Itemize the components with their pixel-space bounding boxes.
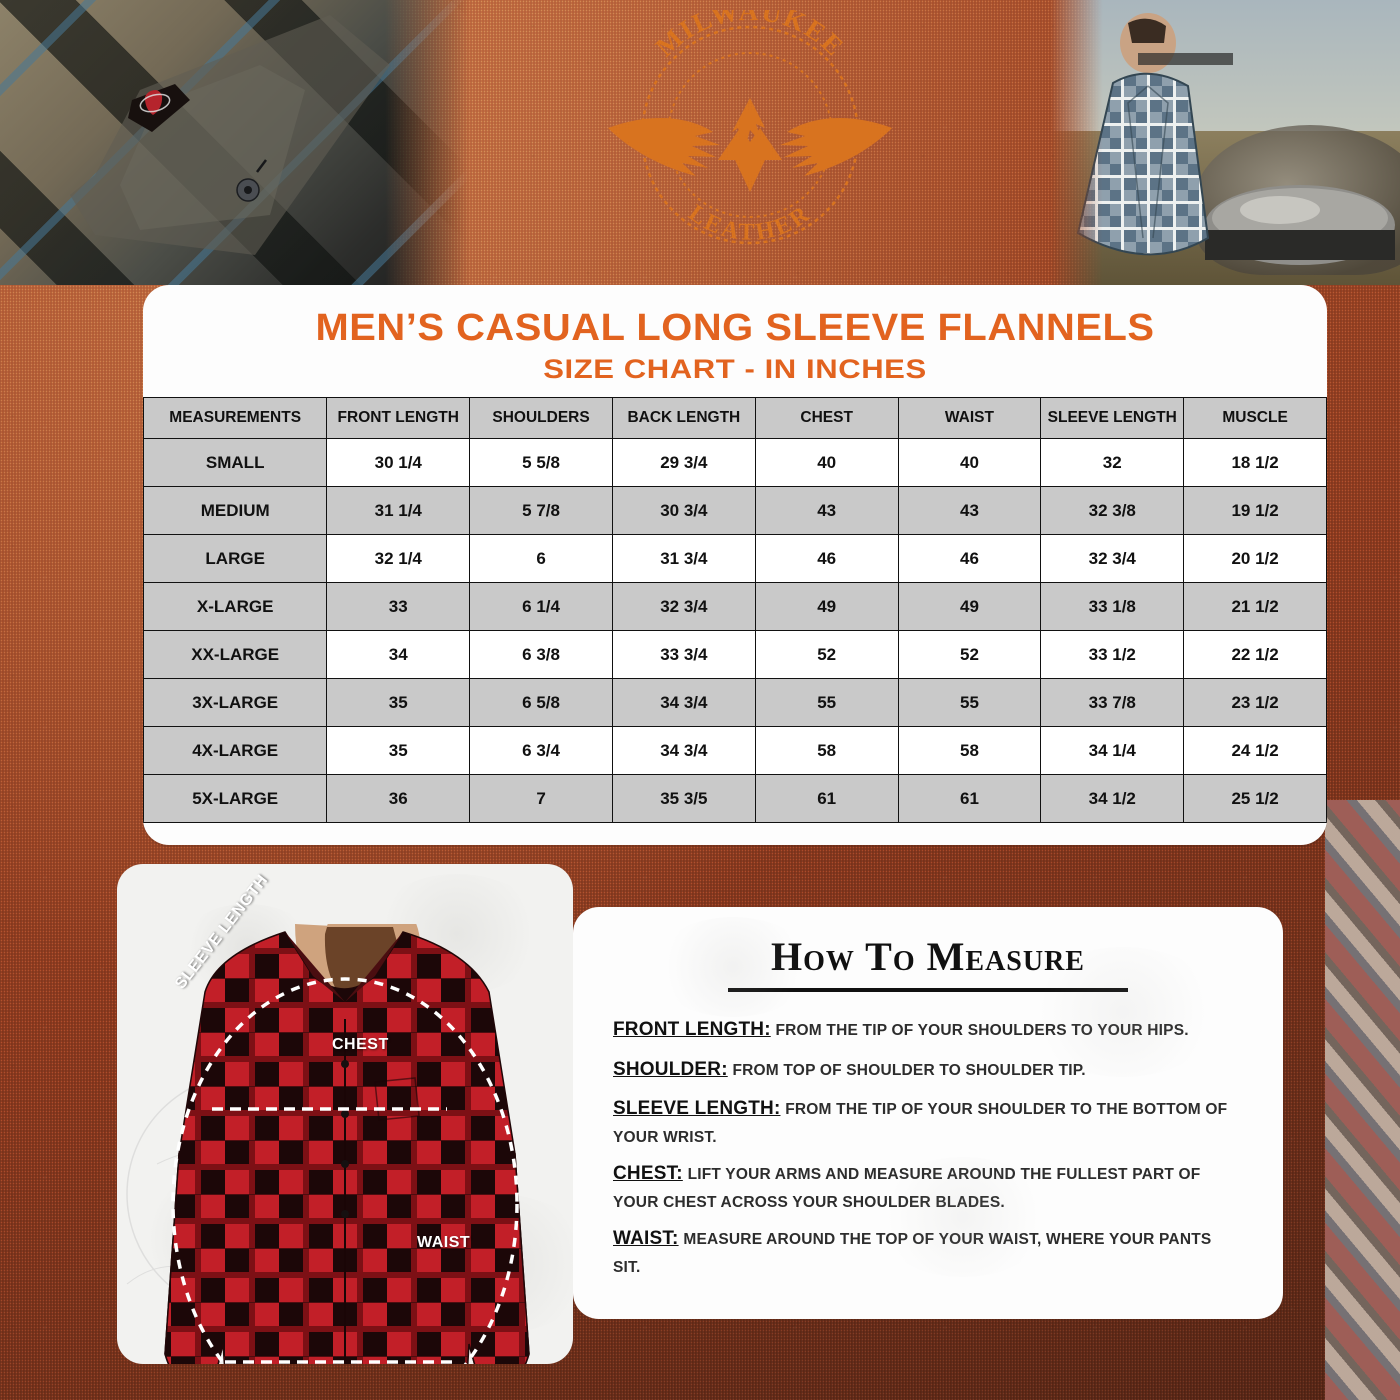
svg-text:LEATHER: LEATHER [684,200,817,246]
